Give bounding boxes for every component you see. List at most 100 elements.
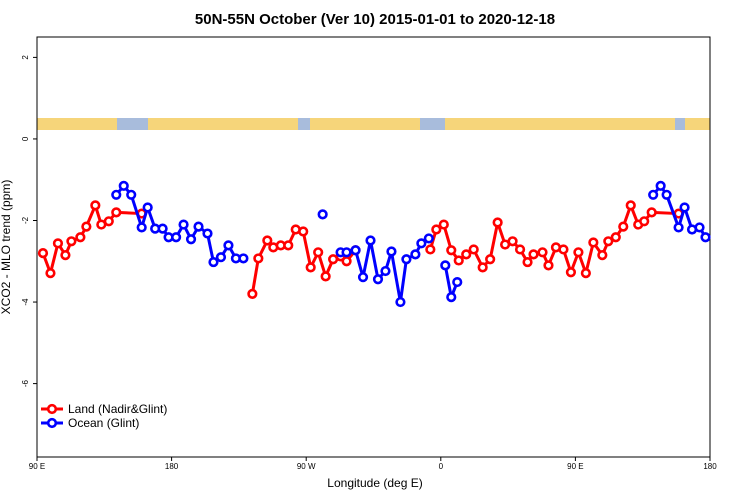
data-point	[111, 189, 122, 200]
data-point	[313, 247, 324, 258]
data-point	[380, 265, 391, 277]
data-point	[193, 221, 204, 232]
data-point	[66, 236, 77, 247]
data-point	[223, 240, 234, 251]
data-point	[679, 202, 690, 213]
data-point	[298, 226, 309, 237]
series-line	[115, 184, 707, 304]
y-tick-label: 2	[21, 55, 30, 60]
data-point	[610, 232, 621, 243]
data-point	[438, 219, 449, 230]
data-point	[178, 219, 189, 230]
data-point	[253, 253, 264, 264]
data-point	[425, 244, 436, 255]
data-point	[341, 247, 352, 258]
data-point	[661, 189, 672, 200]
data-point	[648, 189, 659, 200]
data-point	[341, 256, 352, 267]
data-point	[60, 250, 71, 261]
data-point	[673, 222, 684, 233]
data-point	[283, 240, 294, 251]
x-tick-label: 90 E	[567, 462, 583, 471]
data-point	[136, 222, 147, 233]
data-point	[118, 180, 129, 191]
data-point	[446, 245, 457, 256]
data-point	[126, 189, 137, 200]
data-point	[453, 255, 464, 266]
land-ocean-strip	[37, 118, 710, 130]
legend-label: Land (Nadir&Glint)	[68, 402, 167, 416]
data-point	[618, 221, 629, 232]
data-point	[262, 235, 273, 246]
data-point	[507, 236, 518, 247]
data-point	[452, 276, 463, 288]
data-point	[700, 232, 711, 243]
data-point	[202, 228, 213, 239]
data-point	[247, 288, 258, 299]
data-point	[440, 260, 451, 271]
data-point	[580, 267, 591, 279]
data-point	[416, 238, 427, 249]
y-tick-label: -4	[21, 298, 30, 306]
data-point	[45, 267, 56, 279]
data-point	[372, 274, 384, 285]
data-point	[410, 249, 421, 260]
data-point	[238, 253, 249, 264]
data-point	[401, 254, 412, 265]
data-point	[639, 216, 650, 227]
data-point	[90, 200, 101, 211]
y-tick-label: -2	[21, 216, 30, 224]
data-point	[365, 235, 376, 246]
data-point	[597, 250, 608, 261]
x-tick-label: 180	[165, 462, 179, 471]
x-axis-label: Longitude (deg E)	[327, 476, 422, 490]
data-point	[103, 216, 114, 227]
data-point	[528, 249, 539, 260]
data-point	[461, 249, 472, 260]
data-point	[446, 292, 457, 303]
data-point	[431, 224, 442, 235]
plot-frame	[36, 36, 711, 458]
data-point	[477, 262, 488, 273]
data-point	[625, 200, 636, 211]
x-tick-label: 180	[703, 462, 717, 471]
data-point	[655, 180, 666, 191]
data-point	[185, 234, 197, 245]
data-point	[142, 202, 153, 213]
data-point	[537, 247, 548, 258]
x-tick-label: 0	[439, 462, 444, 471]
data-point	[215, 252, 227, 263]
data-point	[357, 272, 369, 283]
data-point	[386, 246, 397, 257]
data-point	[208, 256, 219, 268]
data-point	[75, 232, 86, 243]
data-point	[543, 260, 554, 271]
legend-marker	[46, 403, 58, 415]
data-point	[522, 256, 533, 268]
x-tick-label: 90 E	[29, 462, 45, 471]
data-point	[558, 244, 569, 255]
data-point	[37, 248, 49, 259]
data-point	[305, 262, 316, 273]
data-point	[395, 296, 406, 308]
data-point	[603, 236, 614, 247]
chart-title: 50N-55N October (Ver 10) 2015-01-01 to 2…	[195, 11, 555, 28]
data-point	[694, 222, 705, 233]
data-point	[170, 232, 182, 243]
y-tick-label: -6	[21, 380, 30, 388]
data-point	[492, 217, 503, 228]
data-point	[423, 233, 434, 244]
y-tick-label: 0	[21, 136, 30, 141]
data-point	[317, 209, 328, 220]
data-point	[573, 247, 584, 258]
data-point	[565, 267, 577, 278]
data-point	[514, 244, 526, 255]
legend-marker	[46, 417, 58, 429]
data-point	[81, 221, 92, 232]
data-point	[52, 238, 64, 249]
data-point	[588, 237, 599, 248]
data-point	[468, 244, 479, 255]
x-tick-label: 90 W	[297, 462, 316, 471]
data-point	[350, 245, 361, 256]
